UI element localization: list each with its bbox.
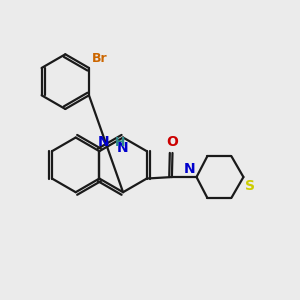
Text: Br: Br bbox=[92, 52, 108, 65]
Text: N: N bbox=[117, 141, 129, 155]
Text: N: N bbox=[98, 135, 109, 149]
Text: O: O bbox=[167, 135, 178, 149]
Text: S: S bbox=[245, 178, 255, 193]
Text: N: N bbox=[183, 162, 195, 176]
Text: H: H bbox=[115, 136, 125, 149]
